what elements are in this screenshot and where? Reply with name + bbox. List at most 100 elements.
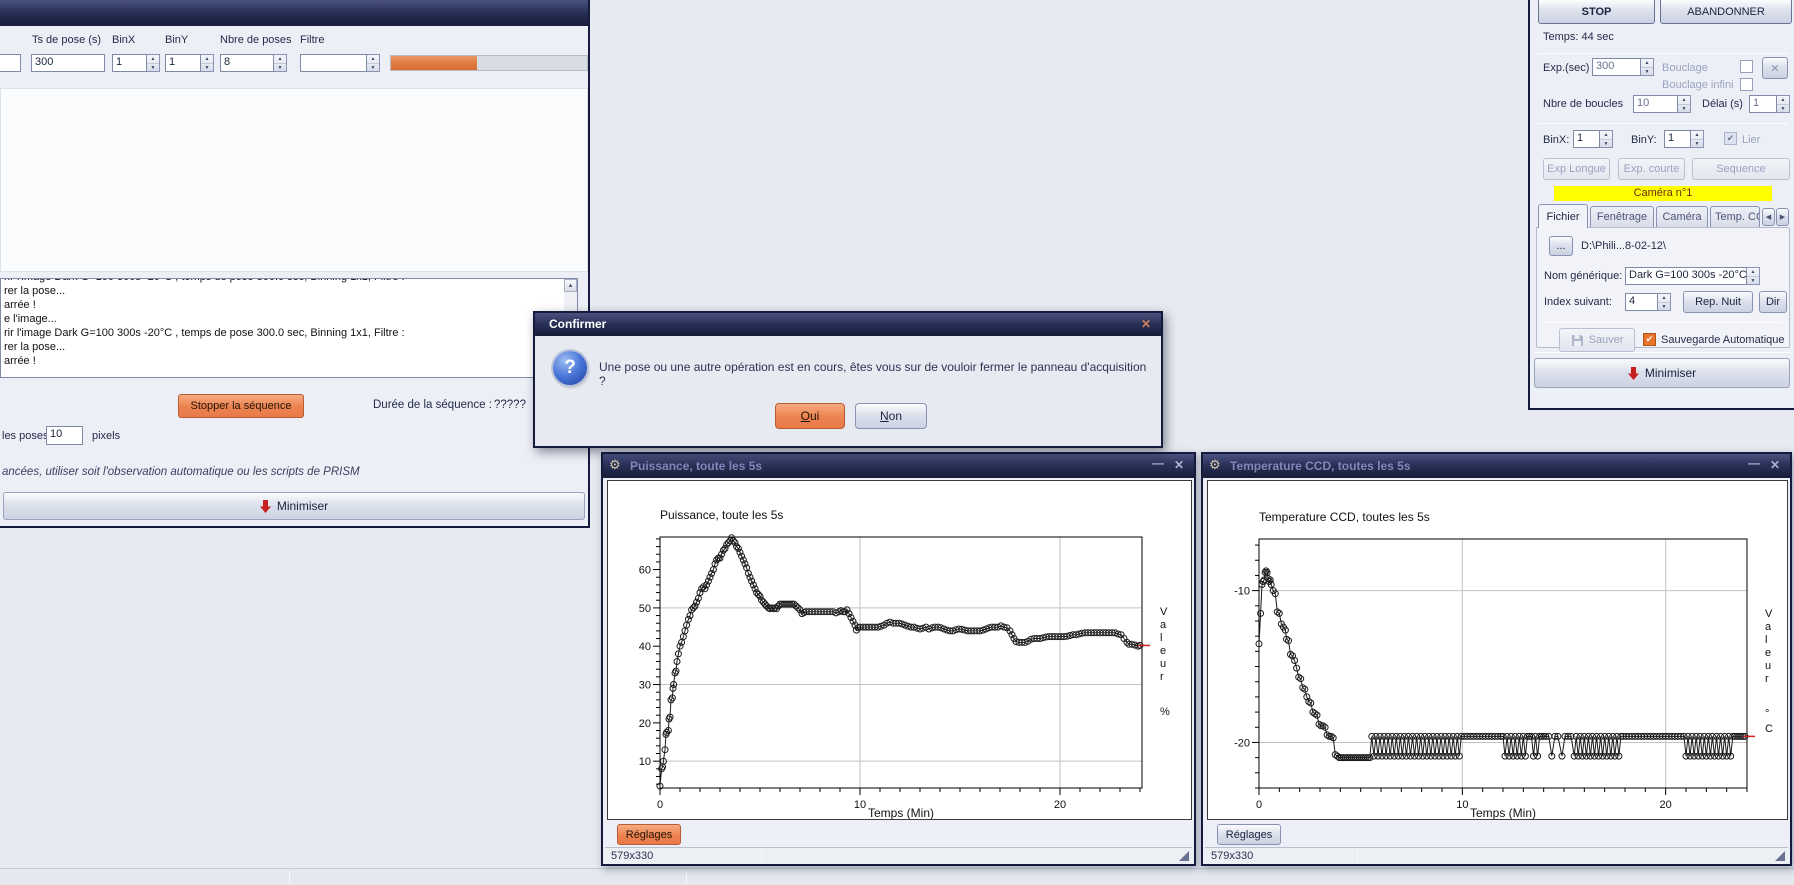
image-size-status: 579x330 [611, 850, 654, 862]
sequence-panel-titlebar[interactable] [0, 0, 588, 26]
fichier-tab-page: ... D:\Phili...8-02-12\ Nom générique: D… [1536, 227, 1790, 352]
biny-spinner[interactable]: ▲ ▼ [201, 54, 214, 72]
binx-input[interactable]: 1 [1573, 130, 1600, 148]
bottom-taskbar [0, 868, 1794, 885]
dir-button[interactable]: Dir [1759, 291, 1787, 313]
exp-longue-button[interactable]: Exp Longue [1543, 158, 1610, 180]
bouclage-checkbox[interactable] [1740, 60, 1753, 73]
minimize-icon[interactable]: — [1152, 456, 1164, 470]
sequence-button[interactable]: Sequence [1692, 158, 1790, 180]
puissance-chart-area: 0 10 20 10 20 30 40 50 60 Puissance, toute les 5s… [607, 480, 1192, 820]
nom-generique-spinner[interactable]: ▲ ▼ [1747, 267, 1760, 285]
ts-de-pose-label: Ts de pose (s) [32, 34, 102, 46]
binx-label: BinX [112, 34, 136, 46]
index-suivant-spinner[interactable]: ▲ ▼ [1658, 293, 1671, 311]
reglages-button[interactable]: Réglages [1217, 824, 1281, 845]
poses-input[interactable]: 10 [46, 426, 83, 445]
stop-loop-x-button[interactable]: ✕ [1762, 57, 1788, 79]
biny-label: BinY: [1631, 134, 1657, 146]
puissance-titlebar[interactable]: ⚙ Puissance, toute les 5s — ✕ [603, 454, 1194, 478]
svg-text:Temperature CCD, toutes les 5s: Temperature CCD, toutes les 5s [1259, 510, 1430, 524]
resize-grip[interactable] [1775, 851, 1785, 861]
temperature-titlebar[interactable]: ⚙ Temperature CCD, toutes les 5s — ✕ [1203, 454, 1790, 478]
tab-fenetrage[interactable]: Fenêtrage [1590, 206, 1654, 227]
svg-text:e: e [1765, 647, 1771, 659]
save-path-text: D:\Phili...8-02-12\ [1581, 240, 1666, 252]
delai-input[interactable]: 1 [1749, 95, 1777, 113]
binx-spinner[interactable]: ▲ ▼ [1600, 130, 1613, 148]
pixels-label: pixels [92, 430, 121, 442]
biny-input[interactable]: 1 [165, 54, 201, 72]
svg-text:Puissance, toute les 5s: Puissance, toute les 5s [660, 508, 783, 522]
bouclage-infini-label: Bouclage infini [1662, 79, 1734, 91]
index-suivant-input[interactable]: 4 [1625, 293, 1658, 311]
puissance-statusbar: 579x330 [605, 847, 1192, 864]
clipped-field[interactable] [0, 54, 21, 72]
bouclage-infini-checkbox[interactable] [1740, 78, 1753, 91]
svg-text:0: 0 [1256, 799, 1262, 811]
tab-camera[interactable]: Caméra [1656, 206, 1708, 227]
resize-grip[interactable] [1179, 851, 1189, 861]
temperature-statusbar: 579x330 [1205, 847, 1788, 864]
minimize-icon[interactable]: — [1748, 456, 1760, 470]
nbre-de-poses-input[interactable]: 8 [220, 54, 274, 72]
exp-sec-input[interactable]: 300 [1592, 58, 1641, 76]
exp-courte-button[interactable]: Exp. courte [1618, 158, 1685, 180]
tab-fichier[interactable]: Fichier [1538, 204, 1588, 228]
filtre-input[interactable] [300, 54, 367, 72]
sequence-minimiser-button[interactable]: Minimiser [3, 492, 585, 520]
stopper-sequence-button[interactable]: Stopper la séquence [178, 394, 304, 418]
svg-text:50: 50 [639, 603, 651, 615]
acquisition-minimiser-button[interactable]: Minimiser [1534, 358, 1790, 388]
stop-button[interactable]: STOP [1538, 0, 1655, 24]
reglages-button[interactable]: Réglages [617, 824, 681, 845]
confirm-dialog-titlebar[interactable]: Confirmer ✕ [535, 313, 1161, 336]
acquisition-panel: STOP ABANDONNER Temps: 44 sec Exp.(sec) … [1528, 0, 1794, 410]
tab-scroll-right-icon[interactable]: ▶ [1776, 208, 1789, 226]
rep-nuit-button[interactable]: Rep. Nuit [1683, 291, 1753, 313]
binx-input[interactable]: 1 [112, 54, 147, 72]
svg-text:r: r [1765, 673, 1769, 685]
binx-spinner[interactable]: ▲ ▼ [147, 54, 160, 72]
svg-text:40: 40 [639, 641, 651, 653]
browse-button[interactable]: ... [1549, 236, 1573, 256]
filtre-spinner[interactable]: ▲ ▼ [367, 54, 380, 72]
acquisition-log[interactable]: rir l'image Dark G=100 300s -20°C , temp… [0, 278, 578, 378]
nbre-boucles-input[interactable]: 10 [1633, 95, 1678, 113]
lier-checkbox[interactable]: ✔ [1724, 132, 1737, 145]
confirm-dialog-title: Confirmer [549, 317, 607, 331]
tab-scroll-left-icon[interactable]: ◀ [1762, 208, 1775, 226]
svg-text:20: 20 [639, 718, 651, 730]
sequence-progress-fill [391, 56, 478, 70]
biny-spinner[interactable]: ▲ ▼ [1691, 130, 1704, 148]
tab-temp-ccd[interactable]: Temp. CCD [1710, 206, 1760, 227]
taskbar-divider [686, 871, 687, 884]
nom-generique-input[interactable]: Dark G=100 300s -20°C - [1625, 267, 1747, 285]
puissance-window: ⚙ Puissance, toute les 5s — ✕ 0 10 20 10 20 3… [601, 452, 1196, 866]
sequence-minimiser-label: Minimiser [276, 499, 329, 513]
temperature-chart: 0 10 20 -20 -10 Temperature CCD, toutes les 5… [1234, 510, 1773, 820]
sauvegarde-auto-checkbox[interactable]: ✔ [1643, 333, 1656, 346]
scroll-up-icon[interactable]: ▲ [564, 279, 577, 292]
svg-text:30: 30 [639, 680, 651, 692]
log-line: rir l'image Dark G=100 300s -20°C , temp… [4, 279, 561, 284]
close-icon[interactable]: ✕ [1140, 317, 1151, 331]
exp-sec-spinner[interactable]: ▲ ▼ [1641, 58, 1654, 76]
ts-de-pose-input[interactable]: 300 [31, 54, 105, 72]
svg-text:-10: -10 [1234, 586, 1250, 598]
log-line: rer la pose... [4, 341, 66, 353]
biny-input[interactable]: 1 [1664, 130, 1691, 148]
close-icon[interactable]: ✕ [1173, 458, 1184, 472]
nbre-boucles-spinner[interactable]: ▲ ▼ [1678, 95, 1691, 113]
delai-spinner[interactable]: ▲ ▼ [1777, 95, 1790, 113]
gear-icon: ⚙ [609, 457, 621, 472]
nbre-boucles-label: Nbre de boucles [1543, 98, 1624, 110]
confirm-message: Une pose ou une autre opération est en c… [599, 360, 1147, 388]
abandonner-button[interactable]: ABANDONNER [1660, 0, 1792, 24]
nbre-de-poses-spinner[interactable]: ▲ ▼ [274, 54, 287, 72]
sauver-button[interactable]: Sauver [1559, 328, 1635, 352]
nbre-de-poses-label: Nbre de poses [220, 34, 292, 46]
close-icon[interactable]: ✕ [1769, 458, 1780, 472]
